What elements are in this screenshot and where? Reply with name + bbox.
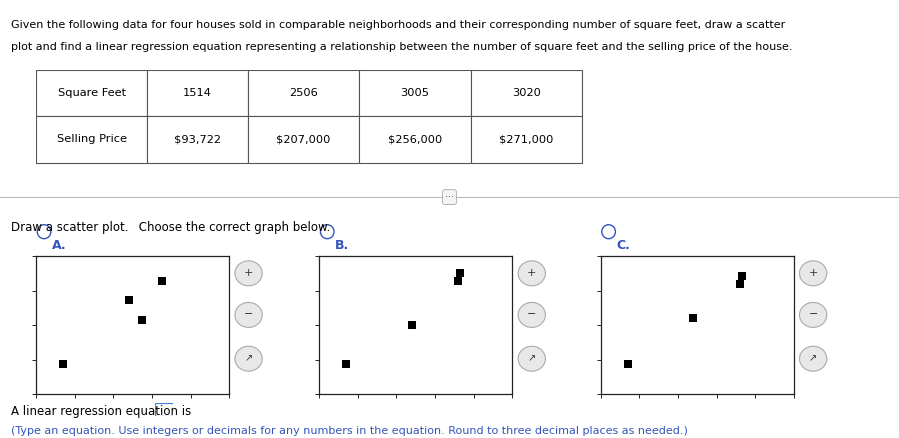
Bar: [471, 117, 583, 162]
Text: 1514: 1514: [183, 88, 212, 98]
Text: A linear regression equation is: A linear regression equation is: [11, 405, 195, 418]
Point: [405, 321, 419, 328]
Text: Choose the correct graph below.: Choose the correct graph below.: [135, 221, 330, 234]
Text: Square Feet: Square Feet: [58, 88, 126, 98]
Text: $271,000: $271,000: [499, 134, 554, 145]
Point: [733, 280, 747, 287]
Text: 3005: 3005: [400, 88, 430, 98]
Point: [686, 315, 700, 322]
Point: [135, 316, 149, 323]
Text: +: +: [244, 268, 254, 278]
Bar: [36, 117, 147, 162]
Text: +: +: [808, 268, 818, 278]
Bar: [248, 70, 360, 117]
Circle shape: [235, 346, 263, 371]
Text: −: −: [808, 309, 818, 319]
Text: Given the following data for four houses sold in comparable neighborhoods and th: Given the following data for four houses…: [11, 20, 785, 30]
Text: ↗: ↗: [245, 353, 253, 363]
Text: B.: B.: [335, 239, 350, 252]
Text: $256,000: $256,000: [387, 134, 442, 145]
Text: A.: A.: [52, 239, 67, 252]
Point: [339, 360, 353, 367]
Bar: [248, 117, 360, 162]
Point: [56, 360, 70, 367]
Circle shape: [518, 261, 546, 286]
Point: [620, 360, 635, 367]
Bar: [360, 70, 471, 117]
Text: (Type an equation. Use integers or decimals for any numbers in the equation. Rou: (Type an equation. Use integers or decim…: [11, 426, 688, 436]
Circle shape: [799, 346, 827, 371]
Text: +: +: [527, 268, 537, 278]
Point: [451, 278, 466, 285]
Text: $93,722: $93,722: [174, 134, 221, 145]
Circle shape: [235, 261, 263, 286]
Text: 3020: 3020: [512, 88, 541, 98]
Text: C.: C.: [617, 239, 630, 252]
Text: ↗: ↗: [809, 353, 817, 363]
Text: ↗: ↗: [528, 353, 536, 363]
Text: −: −: [244, 309, 254, 319]
Bar: [360, 117, 471, 162]
Bar: [36, 70, 147, 117]
Text: Draw a scatter plot.: Draw a scatter plot.: [11, 221, 129, 234]
Circle shape: [799, 261, 827, 286]
Circle shape: [518, 302, 546, 328]
Point: [121, 297, 136, 304]
Text: plot and find a linear regression equation representing a relationship between t: plot and find a linear regression equati…: [11, 42, 792, 52]
Text: Selling Price: Selling Price: [57, 134, 127, 145]
Point: [734, 272, 749, 279]
Text: $207,000: $207,000: [276, 134, 331, 145]
Text: −: −: [527, 309, 537, 319]
Circle shape: [518, 346, 546, 371]
Circle shape: [799, 302, 827, 328]
Text: ···: ···: [445, 192, 454, 202]
Bar: [147, 117, 248, 162]
Point: [453, 269, 467, 276]
Circle shape: [235, 302, 263, 328]
Text: 2506: 2506: [289, 88, 318, 98]
Bar: [147, 70, 248, 117]
Point: [155, 278, 169, 285]
Bar: [471, 70, 583, 117]
